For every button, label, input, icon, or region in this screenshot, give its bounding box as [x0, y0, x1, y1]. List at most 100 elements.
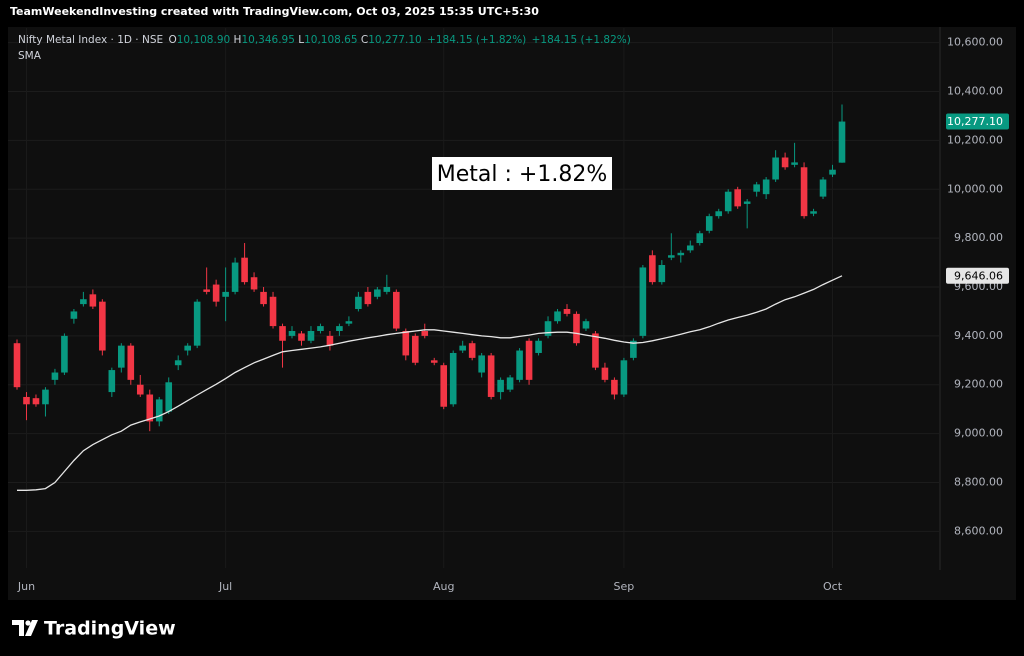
candle-body — [99, 301, 106, 351]
candle-body — [449, 352, 457, 405]
legend-sma: SMA — [18, 50, 42, 62]
candle-body — [355, 296, 362, 309]
candle-body — [430, 360, 438, 363]
candle-body — [402, 330, 410, 356]
candle-body — [61, 335, 68, 373]
candle-body — [487, 355, 495, 397]
candle-body — [193, 301, 201, 346]
candle-body — [705, 216, 713, 231]
y-tick-label: 10,200.00 — [947, 133, 1003, 146]
annotation: Metal : +1.82% — [437, 162, 607, 187]
y-tick-label: 9,800.00 — [954, 231, 1003, 244]
candle-body — [336, 326, 343, 331]
candle-body — [70, 311, 78, 319]
y-tick-label: 10,000.00 — [947, 182, 1003, 195]
candle-body — [724, 191, 732, 212]
candle-body — [317, 326, 324, 331]
logo-shape — [12, 620, 24, 636]
candle-body — [544, 321, 552, 336]
x-tick-label: Jul — [218, 580, 232, 593]
candle-body — [649, 255, 656, 283]
candle-body — [791, 162, 798, 165]
candle-body — [174, 360, 182, 366]
candle-body — [108, 370, 116, 393]
legend-symbol: Nifty Metal Index · 1D · NSE — [18, 34, 163, 46]
candle-body — [743, 201, 751, 204]
candle-body — [118, 345, 125, 368]
candle-body — [279, 326, 286, 341]
candle-body — [563, 308, 571, 314]
legend-high-prefix: H — [234, 34, 242, 46]
candle-body — [393, 291, 400, 329]
candle-body — [127, 345, 135, 380]
candle-body — [468, 343, 476, 358]
y-tick-label: 8,600.00 — [954, 524, 1003, 537]
y-tick-label: 9,200.00 — [954, 378, 1003, 391]
candle-body — [668, 255, 675, 258]
candle-body — [582, 321, 590, 329]
candle-body — [155, 399, 163, 422]
header-text: TeamWeekendInvesting created with Tradin… — [10, 5, 539, 18]
candle-body — [497, 379, 504, 393]
legend-close-prefix: C — [361, 34, 368, 46]
sma-line — [17, 275, 843, 491]
candle-body — [630, 340, 637, 358]
marks — [13, 104, 846, 491]
logo-dot — [25, 620, 31, 626]
candle-body — [772, 157, 779, 180]
candle-body — [506, 377, 514, 390]
legend-low: 10,108.65 — [304, 34, 357, 46]
candle-body — [383, 287, 391, 292]
candle-body — [23, 396, 30, 405]
candle-body — [241, 257, 248, 283]
candle-body — [810, 211, 817, 214]
candle-body — [32, 398, 40, 405]
candle-body — [762, 179, 770, 195]
candle-body — [611, 379, 618, 395]
y-tick-label: 8,800.00 — [954, 475, 1003, 488]
candle-body — [212, 284, 220, 302]
candle-body — [89, 294, 97, 307]
legend-change-2: +184.15 (+1.82%) — [532, 34, 631, 46]
candle-body — [13, 343, 21, 388]
candle-body — [677, 252, 685, 256]
candle-body — [345, 321, 353, 324]
sma-tag — [946, 267, 1009, 284]
candle-body — [136, 384, 144, 395]
legend-close: 10,277.10 — [368, 34, 421, 46]
legend-open: 10,108.90 — [177, 34, 230, 46]
legend-line: Nifty Metal Index · 1D · NSE O10,108.90 … — [18, 34, 631, 46]
y-tick-label: 9,400.00 — [954, 329, 1003, 342]
candle-body — [800, 167, 808, 217]
candle-body — [269, 296, 277, 327]
y-tick-label: 9,000.00 — [954, 427, 1003, 440]
candle-body — [620, 360, 628, 395]
candle-body — [829, 169, 836, 175]
candle-body — [203, 289, 210, 292]
candle-body — [535, 340, 542, 353]
x-tick-label: Oct — [823, 580, 843, 593]
candle-body — [715, 211, 723, 217]
candle-body — [516, 350, 523, 380]
brand-logo — [12, 620, 38, 636]
candle-body — [440, 365, 448, 407]
candle-body — [601, 367, 609, 380]
candle-body — [592, 333, 599, 368]
candle-body — [222, 291, 229, 297]
candle-body — [231, 262, 239, 292]
candle-body — [298, 333, 305, 341]
brand-name: TradingView — [44, 618, 176, 640]
legend-open-prefix: O — [168, 34, 176, 46]
candle-body — [374, 289, 381, 297]
annotation-box — [432, 157, 612, 190]
candle-body — [250, 277, 258, 290]
candle-body — [260, 291, 267, 305]
chart-panel — [8, 27, 1016, 600]
candle-body — [819, 179, 827, 197]
candle-body — [42, 389, 49, 405]
legend-low-prefix: L — [298, 34, 304, 46]
legend-change: +184.15 (+1.82%) — [427, 34, 526, 46]
candle-body — [326, 335, 334, 346]
